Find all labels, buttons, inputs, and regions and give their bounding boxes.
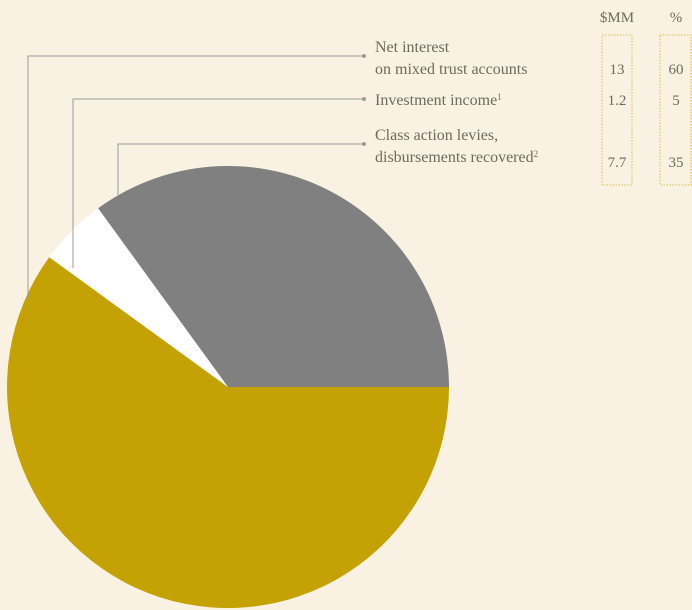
legend-label-net-interest-line-2: on mixed trust accounts [375,61,527,78]
legend-label-class-action-levies-line-1: Class action levies, [375,127,498,144]
leader-line-class-action-levies [117,143,364,195]
pie-slices [7,166,450,609]
value-mm-net-interest: 13 [610,62,625,78]
legend-label-net-interest-line-1: Net interest [375,39,450,56]
column-box-mm [601,34,633,186]
column-box-percent [659,34,692,186]
value-percent-class-action-levies: 35 [669,155,684,171]
legend-label-class-action-levies-line-2: disbursements recovered2 [375,149,538,166]
column-boxes [601,34,692,186]
value-mm-investment-income: 1.2 [608,93,627,109]
leader-dot-net-interest [362,54,366,58]
leader-dot-class-action-levies [362,142,366,146]
footnote-marker-investment-income: 1 [497,92,502,102]
value-percent-investment-income: 5 [672,93,680,109]
leader-line-net-interest [27,55,364,300]
leader-lines [27,54,366,300]
column-header-percent: % [670,10,683,26]
pie-slice-investment-income [49,208,229,387]
legend-labels: Net interest on mixed trust accounts 13 60 I… [375,39,684,171]
column-header-mm: $MM [600,10,634,26]
leader-dot-investment-income [362,97,366,101]
legend-label-investment-income-line-1: Investment income1 [375,92,502,109]
footnote-marker-class-action-levies: 2 [534,149,539,159]
value-mm-class-action-levies: 7.7 [608,155,627,171]
pie-slice-net-interest [7,257,450,609]
value-percent-net-interest: 60 [669,62,684,78]
pie-slice-class-action-levies [98,166,449,387]
leader-line-investment-income [72,98,364,268]
